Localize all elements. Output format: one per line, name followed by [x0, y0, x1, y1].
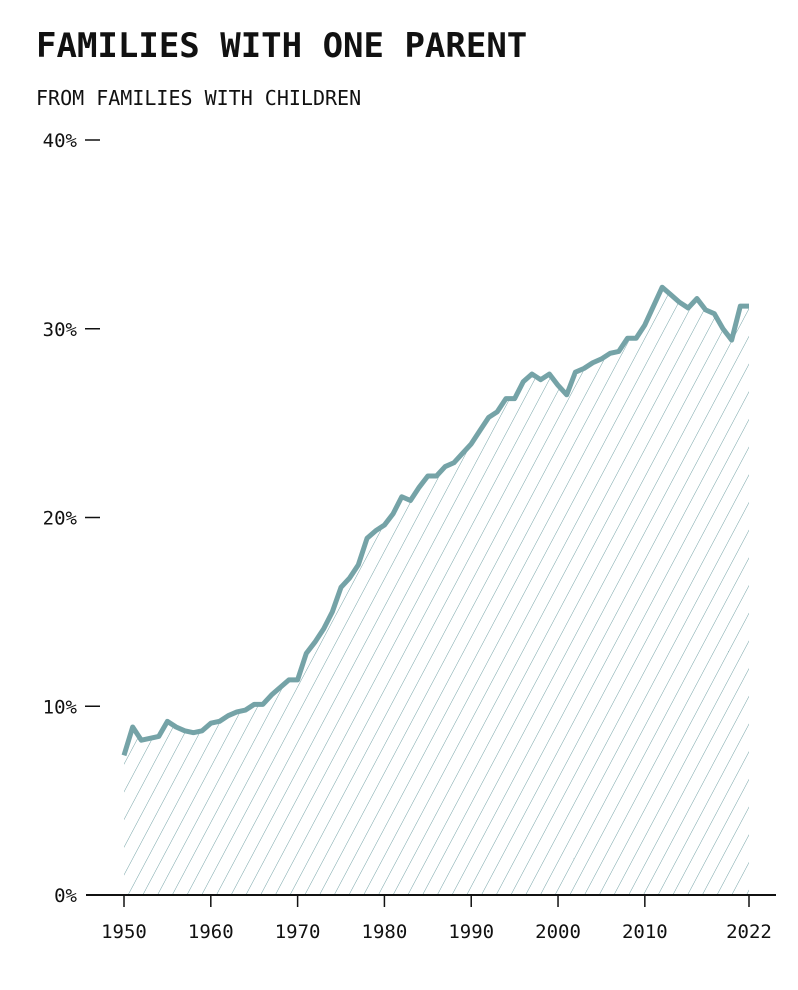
y-tick-label-20: 20%	[43, 508, 78, 530]
x-tick-label-2010: 2010	[622, 921, 668, 943]
y-tick-label-30: 30%	[43, 319, 78, 341]
page-title: FAMILIES WITH ONE PARENT	[36, 26, 528, 66]
x-tick-label-1980: 1980	[362, 921, 408, 943]
y-tick-label-10: 10%	[43, 696, 78, 718]
x-tick-label-2022: 2022	[726, 921, 772, 943]
area-fill	[124, 287, 749, 896]
series-line	[121, 284, 749, 757]
x-tick-label-1990: 1990	[448, 921, 494, 943]
y-tick-label-40: 40%	[43, 130, 78, 152]
page-subtitle: FROM FAMILIES WITH CHILDREN	[36, 86, 362, 110]
y-tick-label-0: 0%	[54, 885, 77, 907]
x-tick-label-1970: 1970	[275, 921, 321, 943]
x-tick-label-1960: 1960	[188, 921, 234, 943]
x-tick-label-2000: 2000	[535, 921, 581, 943]
x-tick-label-1950: 1950	[101, 921, 147, 943]
